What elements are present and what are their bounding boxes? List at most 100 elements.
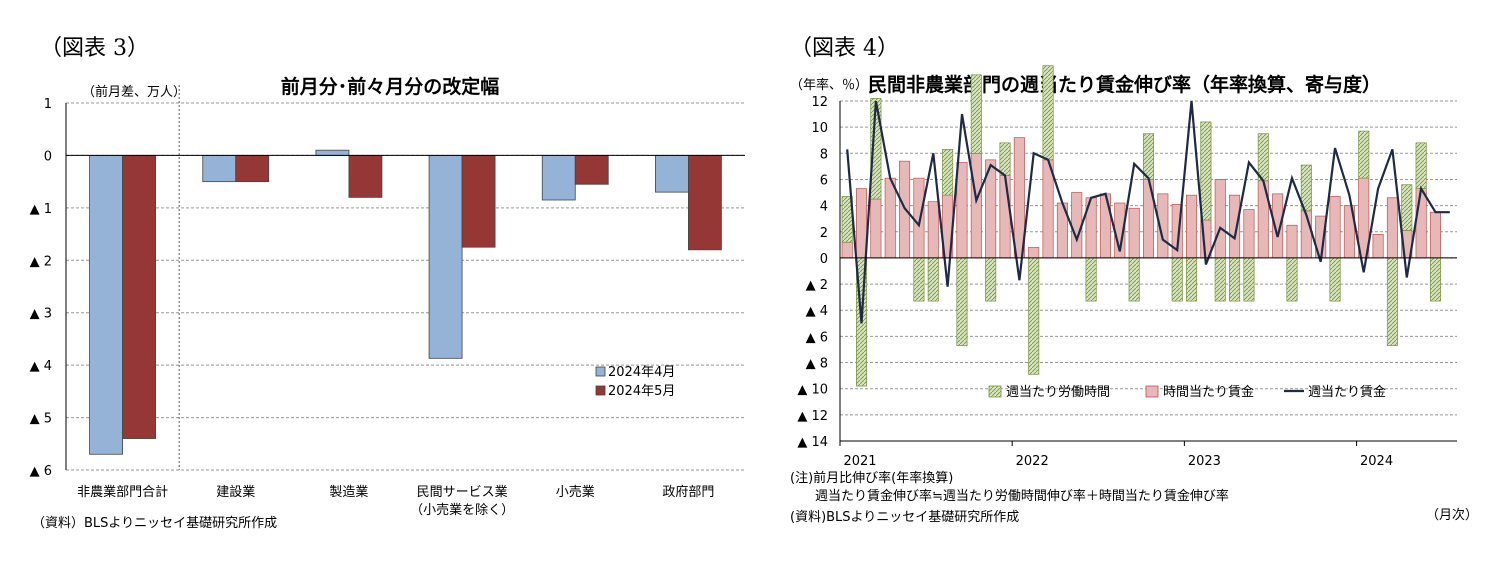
chart2-bar: [1401, 184, 1413, 231]
chart2-ytick-label: ▲ 2: [806, 278, 828, 293]
chart2-bar: [1028, 257, 1040, 375]
chart2-ylabel: （年率、％）: [790, 77, 868, 93]
chart2-bar: [1329, 196, 1341, 259]
chart2-bar: [985, 257, 997, 302]
chart1-category-label: 小売業: [556, 484, 595, 500]
chart2-bar: [1286, 224, 1298, 259]
chart1-ylabel: （前月差、万人）: [82, 84, 186, 100]
chart1-ytick-label: ▲ 4: [30, 359, 52, 374]
chart1-ytick-label: 0: [44, 149, 52, 164]
chart1-legend-label: 2024年4月: [608, 365, 675, 380]
chart2-bar: [1372, 234, 1384, 259]
chart1-ytick-label: ▲ 6: [30, 464, 52, 479]
chart1-bar: [122, 155, 156, 439]
chart2-bar: [999, 175, 1011, 259]
chart2-legend-label: 時間当たり賃金: [1163, 384, 1254, 400]
chart2-bar: [1257, 133, 1269, 182]
chart2-bar: [970, 152, 982, 259]
chart2-bar: [1186, 257, 1198, 302]
chart1-ytick-label: ▲ 5: [30, 412, 52, 427]
chart2-bar: [1229, 257, 1241, 302]
chart1-bar: [574, 155, 609, 185]
chart2-xtick-label: 2021: [843, 454, 876, 469]
chart2-line-weekly-wage: [846, 101, 1450, 324]
figure-3-label: （図表 3）: [40, 36, 149, 61]
chart1-category-label: 製造業: [329, 484, 368, 500]
chart2-ytick-label: 0: [820, 252, 828, 267]
chart2-title: 民間非農業部門の週当たり賃金伸び率（年率換算、寄与度）: [868, 73, 1381, 96]
chart2-bar: [1415, 142, 1427, 189]
chart2-bar: [870, 198, 882, 259]
chart2-bar: [884, 177, 896, 259]
chart2-legend-label: 週当たり労働時間: [1006, 385, 1110, 400]
chart1-ytick-label: ▲ 3: [30, 307, 52, 322]
chart2-ytick-label: ▲ 12: [797, 409, 828, 424]
chart1-bar: [235, 155, 270, 183]
chart1-category-label: 非農業部門合計: [77, 484, 168, 500]
chart2-ytick-label: ▲ 14: [797, 435, 828, 450]
chart2-bar: [970, 74, 982, 154]
chart1-category-sublabel: （小売業を除く）: [410, 502, 514, 518]
chart1-bar: [461, 155, 496, 248]
chart2-bar: [927, 201, 939, 259]
chart2-bar: [942, 149, 954, 196]
chart1-title: 前月分･前々月分の改定幅: [281, 75, 500, 98]
chart1-bar: [688, 155, 722, 251]
chart2-xtick-label: 2023: [1188, 454, 1221, 469]
chart1-category-label: 民間サービス業: [417, 484, 508, 500]
chart2-bar: [927, 257, 939, 302]
chart2-bar: [1171, 257, 1183, 302]
chart2-ytick-label: ▲ 4: [806, 304, 828, 319]
chart2-bar: [999, 142, 1011, 176]
chart1-ytick-label: ▲ 1: [30, 202, 52, 217]
chart2-xtick-label: 2022: [1016, 454, 1049, 469]
chart2-bar: [1358, 130, 1370, 179]
chart2-bar: [1128, 207, 1140, 259]
chart2-bar: [1128, 257, 1140, 302]
chart2-bar: [1286, 257, 1298, 302]
chart2-bar: [1085, 257, 1097, 302]
chart1-category-label: 建設業: [216, 484, 255, 500]
chart2-xlabel: （月次）: [1426, 507, 1478, 523]
chart2-ytick-label: 4: [820, 200, 828, 215]
chart2-bar: [1243, 209, 1255, 259]
chart2-bar: [1042, 65, 1054, 161]
chart1-legend-swatch: [595, 366, 606, 377]
chart2-bar: [1386, 257, 1398, 346]
chart2-ytick-label: ▲ 6: [806, 330, 828, 345]
chart2-bar: [1329, 257, 1341, 302]
chart2-note-1: (注)前月比伸び率(年率換算): [790, 470, 953, 486]
chart2-legend-label: 週当たり賃金: [1308, 384, 1386, 400]
chart2-bar: [913, 257, 925, 302]
chart2-bar: [1028, 247, 1040, 259]
chart2-note-2: 週当たり賃金伸び率≒週当たり労働時間伸び率＋時間当たり賃金伸び率: [815, 488, 1229, 504]
chart2-bar: [1214, 179, 1226, 259]
chart2-bar: [1200, 121, 1212, 221]
chart2-bar: [956, 162, 968, 259]
chart2-source: (資料)BLSよりニッセイ基礎研究所作成: [790, 510, 1019, 525]
chart2-ytick-label: 12: [811, 95, 828, 110]
chart2-bar: [870, 98, 882, 200]
chart1-category-label: 政府部門: [662, 485, 714, 500]
chart2-bar: [1300, 164, 1312, 212]
chart2-ytick-label: 2: [820, 226, 828, 241]
chart1-ytick-label: ▲ 2: [30, 254, 52, 269]
chart2-legend-swatch-hours: [988, 385, 1002, 398]
chart2-ytick-label: ▲ 10: [797, 383, 828, 398]
chart2-bar: [1386, 197, 1398, 259]
chart1-legend-swatch: [595, 385, 606, 396]
chart1-legend-label: 2024年5月: [608, 384, 675, 399]
chart1-bar: [655, 155, 689, 193]
chart2-bar: [1229, 194, 1241, 259]
chart2-bar: [1071, 192, 1083, 259]
chart1-source: （資料）BLSよりニッセイ基礎研究所作成: [32, 516, 277, 531]
chart2-ytick-label: 6: [820, 173, 828, 188]
chart2-bar: [1243, 257, 1255, 302]
chart1-bar: [541, 155, 576, 201]
chart2-bar: [1429, 211, 1441, 259]
chart2-bar: [1214, 257, 1226, 302]
chart2-legend-swatch-wage: [1145, 385, 1159, 398]
chart1-ytick-label: 1: [44, 97, 52, 112]
chart2-ytick-label: 10: [811, 121, 828, 136]
